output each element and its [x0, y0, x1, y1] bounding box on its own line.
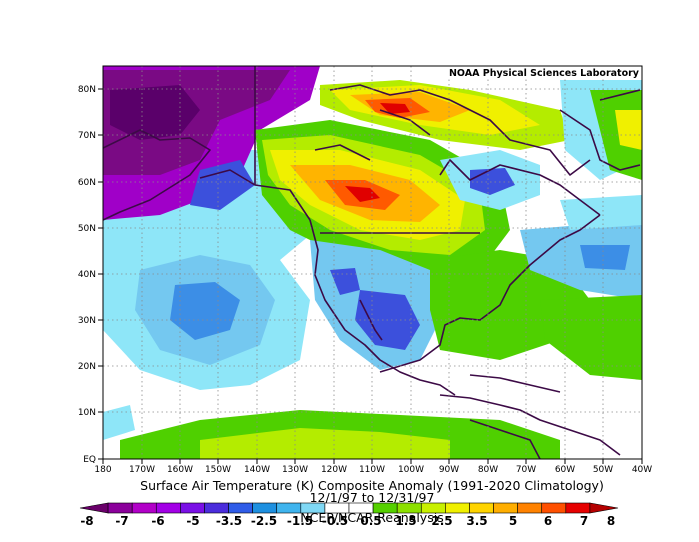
lon-label: 70W	[516, 465, 536, 475]
lat-label: 10N	[78, 408, 96, 418]
lat-labels: 80N 70N 60N 50N 40N 30N 20N 10N EQ	[78, 85, 96, 465]
lon-label: 150W	[205, 465, 231, 475]
title-line-3: NCEP/NCAR Reanalysis	[300, 510, 443, 525]
colorbar-label: 1.5	[395, 514, 416, 528]
colorbar-swatch	[517, 502, 543, 514]
lat-label: 60N	[78, 178, 96, 188]
lon-label: 120W	[321, 465, 347, 475]
colorbar-swatch	[469, 502, 494, 514]
colorbar-swatch	[155, 502, 181, 514]
colorbar-label: 6	[544, 514, 552, 528]
colorbar-swatch	[445, 502, 470, 514]
colorbar-swatch	[276, 502, 302, 514]
colorbar-swatch	[107, 502, 133, 514]
colorbar-swatch	[300, 502, 326, 514]
colorbar-label: -5	[186, 514, 199, 528]
colorbar-swatch	[348, 502, 374, 514]
colorbar-label: 3.5	[466, 514, 487, 528]
lon-label: 60W	[555, 465, 575, 475]
lat-label: 70N	[78, 131, 96, 141]
colorbar-label: 8	[607, 514, 615, 528]
lat-label: 80N	[78, 85, 96, 95]
colorbar-label: -2.5	[251, 514, 277, 528]
colorbar-swatch	[228, 502, 253, 514]
colorbar-swatch	[420, 502, 446, 514]
lon-label: 50W	[593, 465, 613, 475]
colorbar-label: 5	[509, 514, 517, 528]
colorbar-swatch	[204, 502, 229, 514]
colorbar-label: -0.5	[322, 514, 348, 528]
lon-label: 130W	[282, 465, 308, 475]
coastlines	[103, 66, 641, 459]
lon-label: 40W	[632, 465, 652, 475]
lon-label: 160W	[167, 465, 193, 475]
lat-label: 20N	[78, 362, 96, 372]
title-line-1: Surface Air Temperature (K) Composite An…	[140, 478, 604, 493]
lon-label: 90W	[439, 465, 459, 475]
colorbar-label: -6	[151, 514, 164, 528]
lon-label: 170W	[129, 465, 155, 475]
anomaly-shading	[103, 66, 642, 459]
lat-label: 40N	[78, 270, 96, 280]
colorbar-swatch	[324, 502, 350, 514]
lab-label: NOAA Physical Sciences Laboratory	[449, 68, 640, 79]
colorbar	[79, 502, 619, 514]
lon-label: 110W	[359, 465, 385, 475]
colorbar-swatch	[252, 502, 278, 514]
colorbar-swatch	[541, 502, 567, 514]
lab-label-box	[430, 66, 642, 79]
colorbar-swatch	[131, 502, 157, 514]
axis-ticks	[98, 88, 643, 464]
colorbar-swatch	[493, 502, 518, 514]
title-line-2: 12/1/97 to 12/31/97	[310, 490, 435, 505]
colorbar-label: 0.5	[360, 514, 381, 528]
colorbar-swatch	[372, 502, 398, 514]
colorbar-label: -7	[115, 514, 128, 528]
lat-label: 50N	[78, 224, 96, 234]
colorbar-label: -1.5	[287, 514, 313, 528]
colorbar-label: -8	[80, 514, 93, 528]
colorbar-swatch	[589, 502, 619, 514]
map-panel	[103, 66, 642, 459]
lon-labels: 180 170W 160W 150W 140W 130W 120W 110W 1…	[94, 465, 652, 475]
colorbar-label: 7	[580, 514, 588, 528]
lon-label: 80W	[478, 465, 498, 475]
colorbar-label: -3.5	[216, 514, 242, 528]
lon-label: 100W	[398, 465, 424, 475]
colorbar-label: 2.5	[431, 514, 452, 528]
lon-label: 180	[94, 465, 111, 475]
lat-label: 30N	[78, 316, 96, 326]
colorbar-swatch	[79, 502, 109, 514]
colorbar-swatch	[180, 502, 205, 514]
colorbar-labels: -8 -7 -6 -5 -3.5 -2.5 -1.5 -0.5 0.5 1.5 …	[80, 514, 615, 528]
colorbar-swatch	[396, 502, 422, 514]
colorbar-swatch	[565, 502, 591, 514]
lat-label: EQ	[83, 455, 96, 465]
lon-label: 140W	[244, 465, 270, 475]
